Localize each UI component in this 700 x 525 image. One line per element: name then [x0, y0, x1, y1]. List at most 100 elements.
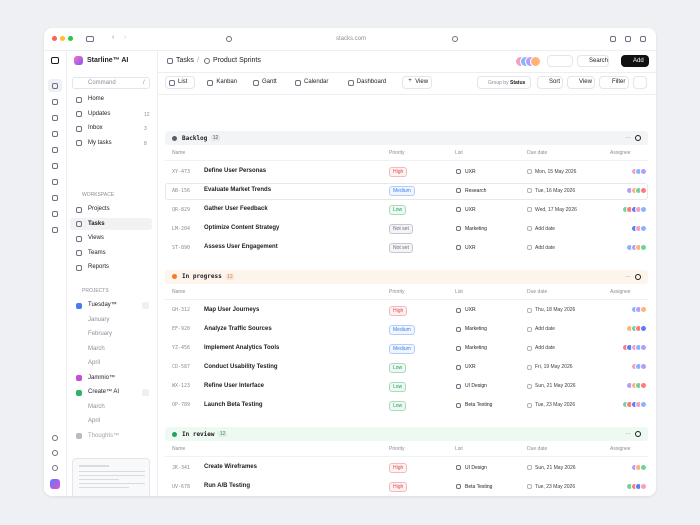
task-name[interactable]: Optimize Content Strategy	[204, 225, 280, 231]
workspace-item[interactable]: Reports	[88, 264, 110, 270]
workspace-item[interactable]: Projects	[88, 206, 110, 212]
task-name[interactable]: Launch Beta Testing	[204, 401, 263, 408]
due-date[interactable]: Fri, 19 May 2026	[535, 364, 573, 370]
close-button[interactable]	[52, 36, 57, 41]
view-button[interactable]	[567, 76, 595, 89]
due-date[interactable]: Add date	[535, 225, 556, 232]
priority-badge[interactable]: Not set	[389, 224, 413, 234]
column-header[interactable]: List	[455, 288, 463, 295]
nav-item[interactable]: Updates	[88, 110, 111, 117]
project-child[interactable]: April	[88, 418, 101, 424]
task-name[interactable]: Conduct Usability Testing	[204, 363, 278, 370]
sidebar-toggle[interactable]	[86, 36, 94, 42]
nav-item[interactable]: Inbox	[88, 125, 103, 131]
group-name[interactable]: In progress	[182, 273, 222, 280]
maximize-button[interactable]	[68, 36, 73, 41]
priority-badge[interactable]: Medium	[389, 324, 415, 335]
list-name[interactable]: Marketing	[465, 326, 487, 332]
tab[interactable]: Dashboard	[356, 79, 387, 85]
task-name[interactable]: Assess User Engagement	[204, 244, 278, 250]
task-name[interactable]: Create Wireframes	[204, 464, 257, 470]
minimize-button[interactable]	[60, 36, 65, 41]
column-header[interactable]: Due date	[527, 150, 548, 156]
group-add[interactable]	[635, 431, 641, 437]
reload-button[interactable]	[452, 36, 458, 42]
due-date[interactable]: Thu, 18 May 2026	[535, 307, 576, 313]
priority-badge[interactable]: Medium	[389, 343, 415, 354]
project-child[interactable]: March	[88, 345, 105, 352]
project-item[interactable]: Create™ AI	[88, 389, 120, 395]
filter-button[interactable]	[599, 76, 629, 89]
due-date[interactable]: Add date	[535, 326, 556, 332]
group-name[interactable]: In review	[182, 430, 215, 438]
list-name[interactable]: Marketing	[465, 345, 487, 351]
column-header[interactable]: Due date	[527, 446, 548, 452]
priority-badge[interactable]: Low	[389, 400, 407, 411]
rail-icon[interactable]	[52, 227, 58, 233]
sort-button[interactable]	[537, 76, 563, 89]
group-menu[interactable]: …	[625, 134, 631, 140]
project-child[interactable]: February	[88, 331, 113, 337]
workspace-item[interactable]: Tasks	[88, 220, 105, 227]
tab[interactable]: Kanban	[216, 79, 238, 85]
back-button[interactable]: ‹	[112, 34, 115, 41]
column-header[interactable]: Name	[172, 150, 186, 156]
list-name[interactable]: Marketing	[465, 225, 487, 232]
list-name[interactable]: UXR	[465, 244, 476, 251]
due-date[interactable]: Add date	[535, 345, 556, 351]
due-date[interactable]: Sun, 21 May 2026	[535, 464, 576, 471]
column-header[interactable]: Due date	[527, 288, 548, 295]
priority-badge[interactable]: High	[389, 305, 408, 316]
new-tab-button[interactable]	[625, 36, 631, 42]
task-name[interactable]: Implement Analytics Tools	[204, 344, 280, 351]
rail-icon[interactable]	[52, 99, 58, 105]
share-button[interactable]	[610, 36, 616, 42]
add-view-button[interactable]	[402, 76, 433, 89]
due-date[interactable]: Sun, 21 May 2026	[535, 383, 576, 389]
priority-badge[interactable]: Medium	[389, 186, 415, 196]
add-button[interactable]	[621, 55, 649, 67]
task-name[interactable]: Analyze Traffic Sources	[204, 325, 272, 332]
search-button[interactable]	[577, 55, 609, 67]
workspace-item[interactable]: Views	[88, 235, 104, 241]
due-date[interactable]: Mon, 15 May 2026	[535, 168, 577, 175]
group-add[interactable]	[635, 273, 641, 280]
workspace-name[interactable]: Starline™ AI	[87, 57, 129, 64]
profile-avatar[interactable]	[50, 479, 60, 489]
list-name[interactable]: UXR	[465, 307, 476, 313]
workspace-item[interactable]: Teams	[88, 249, 106, 256]
rail-icon[interactable]	[52, 435, 58, 441]
more-search[interactable]	[633, 76, 647, 89]
list-name[interactable]: UXR	[465, 364, 476, 370]
task-name[interactable]: Evaluate Market Trends	[204, 187, 272, 193]
priority-badge[interactable]: High	[389, 463, 408, 473]
rail-icon[interactable]	[52, 163, 58, 169]
nav-item[interactable]: Home	[88, 96, 105, 102]
rail-icon[interactable]	[52, 450, 58, 456]
group-menu[interactable]: …	[625, 272, 631, 279]
column-header[interactable]: Name	[172, 446, 186, 452]
task-name[interactable]: Map User Journeys	[204, 306, 260, 313]
priority-badge[interactable]: Low	[389, 205, 407, 215]
column-header[interactable]: Name	[172, 288, 186, 295]
list-name[interactable]: UXR	[465, 168, 476, 175]
address-bar[interactable]: stacks.com	[336, 36, 367, 42]
tab[interactable]: Calendar	[304, 79, 329, 85]
group-name[interactable]: Backlog	[182, 134, 208, 142]
due-date[interactable]: Tue, 23 May 2026	[535, 483, 576, 490]
project-child[interactable]: January	[88, 316, 110, 323]
rail-icon[interactable]	[52, 115, 58, 121]
group-add[interactable]	[635, 135, 641, 141]
column-header[interactable]: Assignee	[610, 288, 631, 295]
rail-icon[interactable]	[52, 195, 58, 201]
view-switch[interactable]	[547, 55, 573, 67]
breadcrumb[interactable]: Product Sprints	[213, 57, 261, 64]
breadcrumb[interactable]: Tasks	[176, 57, 194, 64]
priority-badge[interactable]: High	[389, 482, 408, 492]
due-date[interactable]: Add date	[535, 244, 556, 251]
column-header[interactable]: List	[455, 446, 463, 452]
due-date[interactable]: Wed, 17 May 2026	[535, 206, 577, 213]
list-name[interactable]: UI Design	[465, 383, 487, 389]
project-item[interactable]: Thoughts™	[88, 432, 120, 439]
column-header[interactable]: Assignee	[610, 446, 631, 452]
